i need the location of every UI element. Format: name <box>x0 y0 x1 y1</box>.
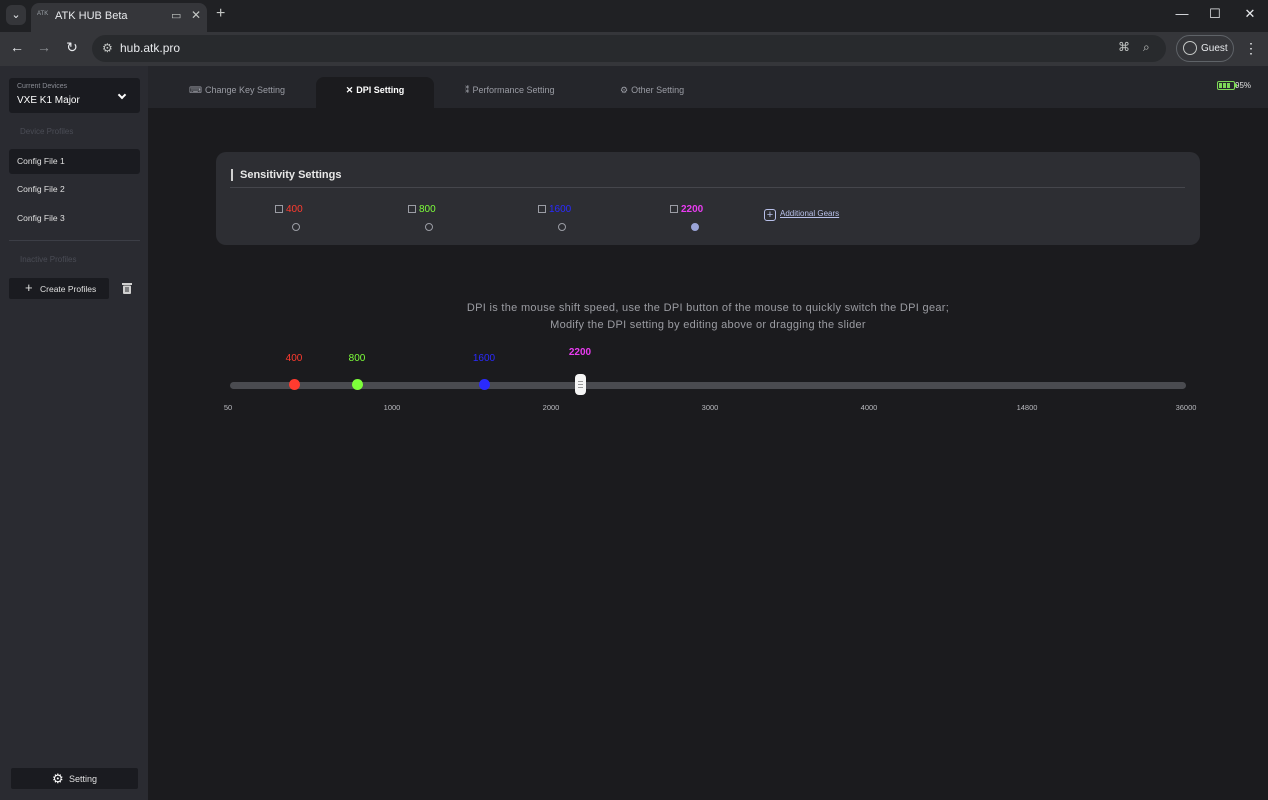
create-profiles-label: Create Profiles <box>40 284 97 294</box>
settings-tabs: ⌨ Change Key Setting ✕ DPI Setting ⁑ Perfor… <box>148 66 1268 108</box>
browser-toolbar: ← → ↻ ⚙ hub.atk.pro ⌘ ⌕ Guest ⋮ <box>0 32 1268 66</box>
crosshair-icon: ✕ <box>345 85 354 95</box>
translate-icon[interactable]: ⌘ <box>1118 40 1130 54</box>
config-file-2[interactable]: Config File 2 <box>17 184 65 194</box>
slider-label-2200: 2200 <box>568 347 592 358</box>
browser-tab[interactable]: ATK ATK HUB Beta ▭ ✕ <box>31 3 207 32</box>
gear-value-text: 2200 <box>681 204 704 215</box>
gear-radio-3[interactable] <box>558 223 566 231</box>
minimize-button[interactable]: — <box>1175 6 1189 21</box>
battery-icon <box>1217 81 1237 91</box>
tab-label: Other Setting <box>631 85 685 95</box>
dpi-slider-track[interactable] <box>230 382 1186 389</box>
battery-indicator: 95% <box>1217 81 1252 91</box>
sensitivity-settings-card: Sensitivity Settings 400 800 1600 2200 +… <box>216 152 1200 245</box>
back-button[interactable]: ← <box>10 39 24 55</box>
sidebar-divider <box>9 240 140 241</box>
gear-icon: ⚙ <box>620 85 629 95</box>
gear-value-text: 1600 <box>549 204 572 215</box>
gear-value-1[interactable]: 400 <box>275 204 303 215</box>
profile-label: Guest <box>1201 43 1228 54</box>
keyboard-icon: ⌨ <box>189 85 202 95</box>
tab-label: DPI Setting <box>356 85 405 95</box>
tab-label: Performance Setting <box>472 85 555 95</box>
config-file-1[interactable]: Config File 1 <box>9 149 140 174</box>
dpi-description-line-1: DPI is the mouse shift speed, use the DP… <box>466 302 950 314</box>
inactive-profiles-caption: Inactive Profiles <box>20 255 77 264</box>
forward-button[interactable]: → <box>37 39 51 55</box>
config-file-3[interactable]: Config File 3 <box>17 213 65 223</box>
favicon: ATK <box>37 11 49 17</box>
tab-title: ATK HUB Beta <box>55 10 128 22</box>
url-text: hub.atk.pro <box>120 41 181 55</box>
device-selector[interactable]: Current Devices VXE K1 Major <box>9 78 140 113</box>
edit-icon <box>408 205 416 213</box>
browser-tab-bar: ⌄ ATK ATK HUB Beta ▭ ✕ + — ☐ ✕ <box>0 0 1268 32</box>
address-bar[interactable]: ⚙ hub.atk.pro ⌘ ⌕ <box>92 35 1166 62</box>
tab-dpi-setting[interactable]: ✕ DPI Setting <box>316 77 434 108</box>
slider-tick: 50 <box>223 403 233 412</box>
tab-other-setting[interactable]: ⚙ Other Setting <box>620 77 710 108</box>
new-tab-button[interactable]: + <box>216 5 226 22</box>
current-devices-caption: Current Devices <box>17 83 68 90</box>
more-menu-icon[interactable]: ⋮ <box>1244 40 1258 56</box>
tab-change-key-setting[interactable]: ⌨ Change Key Setting <box>189 77 299 108</box>
gear-value-2[interactable]: 800 <box>408 204 436 215</box>
battery-percent: 95% <box>1235 81 1252 90</box>
window-close-button[interactable]: ✕ <box>1244 6 1256 21</box>
slider-label-1600: 1600 <box>472 353 496 364</box>
slider-tick: 14800 <box>1016 403 1038 412</box>
avatar-icon <box>1183 41 1197 55</box>
gear-value-text: 800 <box>419 204 436 215</box>
reload-button[interactable]: ↻ <box>66 39 78 55</box>
slider-handle[interactable] <box>575 374 586 395</box>
sliders-icon: ⁑ <box>465 85 470 95</box>
edit-icon <box>670 205 678 213</box>
gear-radio-2[interactable] <box>425 223 433 231</box>
gear-radio-1[interactable] <box>292 223 300 231</box>
create-profiles-button[interactable]: + Create Profiles <box>9 278 109 299</box>
dpi-description-line-2: Modify the DPI setting by editing above … <box>550 319 866 331</box>
tab-label: Change Key Setting <box>205 85 286 95</box>
plus-icon: + <box>25 280 33 295</box>
device-profiles-caption: Device Profiles <box>20 127 74 136</box>
maximize-button[interactable]: ☐ <box>1209 6 1221 21</box>
slider-knob-1600[interactable] <box>479 379 490 390</box>
gear-value-4[interactable]: 2200 <box>670 204 703 215</box>
device-name: VXE K1 Major <box>17 95 80 106</box>
profile-button[interactable]: Guest <box>1176 35 1234 62</box>
add-icon: + <box>764 209 776 221</box>
chevron-down-icon <box>117 90 127 100</box>
slider-label-800: 800 <box>348 353 366 364</box>
additional-gears-label: Additional Gears <box>780 209 840 218</box>
edit-icon <box>538 205 546 213</box>
tab-media-icon[interactable]: ▭ <box>171 10 182 22</box>
slider-knob-800[interactable] <box>352 379 363 390</box>
tab-search-button[interactable]: ⌄ <box>6 5 26 25</box>
card-divider <box>230 187 1185 188</box>
gear-value-text: 400 <box>286 204 303 215</box>
trash-icon[interactable] <box>122 282 132 294</box>
gear-value-3[interactable]: 1600 <box>538 204 571 215</box>
setting-label: Setting <box>69 774 98 784</box>
main-content: ⌨ Change Key Setting ✕ DPI Setting ⁑ Perfor… <box>148 66 1268 800</box>
site-info-icon[interactable]: ⚙ <box>102 41 113 55</box>
slider-knob-400[interactable] <box>289 379 300 390</box>
slider-tick: 2000 <box>542 403 560 412</box>
slider-tick: 3000 <box>701 403 719 412</box>
sensitivity-title: Sensitivity Settings <box>231 169 341 181</box>
gear-icon: ⚙ <box>52 771 64 786</box>
zoom-icon[interactable]: ⌕ <box>1143 40 1150 54</box>
edit-icon <box>275 205 283 213</box>
slider-tick: 36000 <box>1175 403 1197 412</box>
setting-button[interactable]: ⚙ Setting <box>11 768 138 789</box>
tab-performance-setting[interactable]: ⁑ Performance Setting <box>465 77 575 108</box>
slider-tick: 4000 <box>860 403 878 412</box>
additional-gears-link[interactable]: + Additional Gears <box>764 209 839 221</box>
slider-label-400: 400 <box>285 353 303 364</box>
slider-tick: 1000 <box>383 403 401 412</box>
gear-radio-4[interactable] <box>691 223 699 231</box>
tab-close-icon[interactable]: ✕ <box>191 8 202 22</box>
sidebar: Current Devices VXE K1 Major Device Prof… <box>0 66 148 800</box>
